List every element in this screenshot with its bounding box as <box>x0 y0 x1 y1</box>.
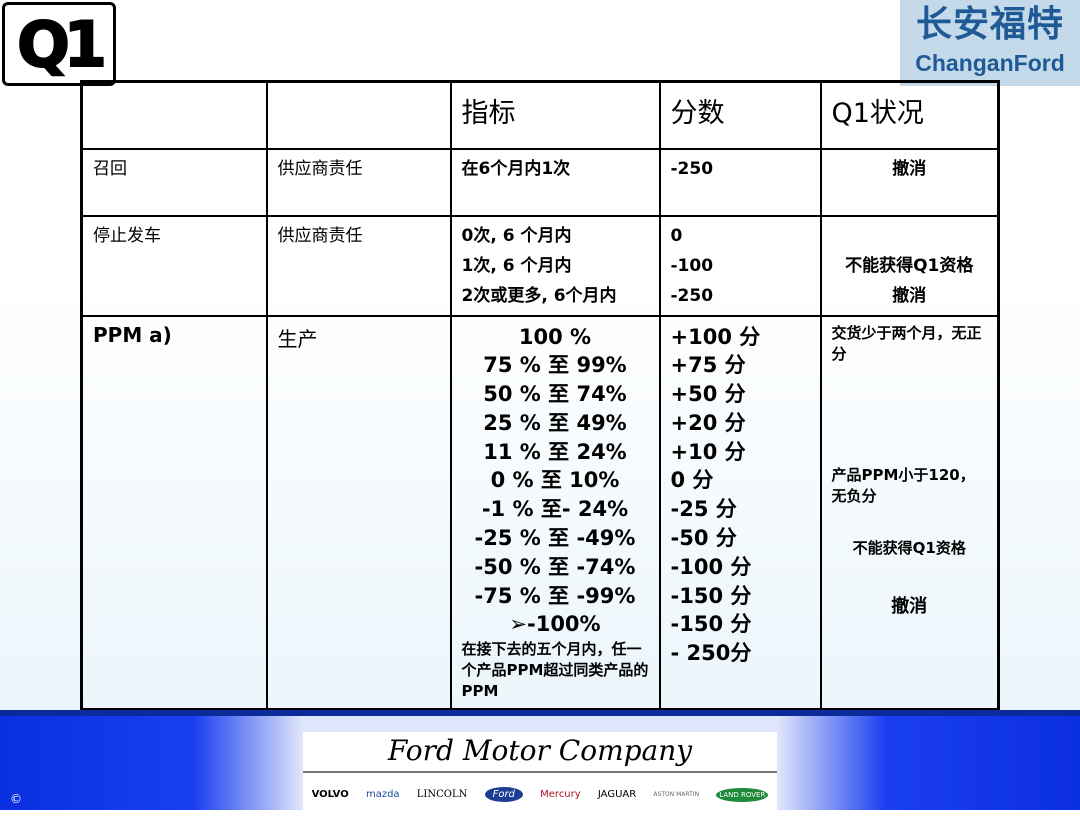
score-cell: -250 <box>658 147 822 217</box>
header-status: Q1状况 <box>819 80 1000 150</box>
ford-motor-company-logo-panel: Ford Motor Company VOLVO mazda LINCOLN F… <box>303 732 777 816</box>
mazda-logo: mazda <box>365 789 400 800</box>
score-line: -250 <box>670 285 714 306</box>
changanford-logo: 长安福特 ChanganFord <box>900 0 1080 86</box>
status-cell: 不能获得Q1资格 撤消 <box>819 214 1000 317</box>
category-cell: 停止发车 <box>80 214 268 317</box>
responsibility-cell: 供应商责任 <box>265 147 452 217</box>
table-row: 召回 供应商责任 在6个月内1次 -250 撤消 <box>80 147 1000 217</box>
score-line: -150 分 <box>670 583 752 608</box>
metric-line: 0次, 6 个月内 <box>461 225 572 246</box>
header-score: 分数 <box>658 80 822 150</box>
metric-line: 11 % 至 24% <box>483 439 627 464</box>
metric-cell: 100 % 75 % 至 99% 50 % 至 74% 25 % 至 49% 1… <box>449 314 661 711</box>
status-note: 产品PPM小于120，无负分 <box>831 465 975 505</box>
score-line: 0 分 <box>670 468 714 493</box>
metric-line: ➢-100% <box>509 612 601 637</box>
responsibility-cell: 生产 <box>265 314 452 711</box>
q1-scoring-table: 指标 分数 Q1状况 召回 供应商责任 在6个月内1次 -250 撤消 停止发车… <box>80 80 1000 712</box>
score-cell: +100 分 +75 分 +50 分 +20 分 +10 分 0 分 -25 分… <box>658 314 822 711</box>
metric-line: -25 % 至 -49% <box>474 526 636 551</box>
metric-cell: 0次, 6 个月内 1次, 6 个月内 2次或更多, 6个月内 <box>449 214 661 317</box>
brand-logos: VOLVO mazda LINCOLN Ford Mercury JAGUAR … <box>303 787 777 802</box>
copyright-symbol: © <box>10 792 22 806</box>
score-line: -25 分 <box>670 497 737 522</box>
status-note: 交货少于两个月，无正分 <box>831 323 982 363</box>
score-line: -100 <box>670 255 714 276</box>
jaguar-logo: JAGUAR <box>597 789 637 800</box>
category-cell: 召回 <box>80 147 268 217</box>
q1-logo: Q1 <box>2 2 116 86</box>
metric-line: -50 % 至 -74% <box>474 554 636 579</box>
score-line: -150 分 <box>670 612 752 637</box>
metric-line: 25 % 至 49% <box>483 410 627 435</box>
aston-martin-logo: ASTON MARTIN <box>653 791 700 798</box>
metric-line: 2次或更多, 6个月内 <box>461 285 617 306</box>
score-cell: 0 -100 -250 <box>658 214 822 317</box>
metric-note: 在接下去的五个月内，任一个产品PPM超过同类产品的PPM <box>461 640 649 701</box>
header-metric: 指标 <box>449 80 661 150</box>
footer-banner: Ford Motor Company VOLVO mazda LINCOLN F… <box>0 710 1080 816</box>
brand-cn: 长安福特 <box>915 4 1064 45</box>
status-cell: 撤消 <box>819 147 1000 217</box>
category-cell: PPM a) <box>80 314 268 711</box>
brand-en: ChanganFord <box>915 50 1065 76</box>
metric-line: 50 % 至 74% <box>483 382 627 407</box>
lincoln-logo: LINCOLN <box>416 789 468 800</box>
header-cell <box>265 80 452 150</box>
score-line: -50 分 <box>670 526 737 551</box>
metric-line: 0 % 至 10% <box>490 468 620 493</box>
table-row: 停止发车 供应商责任 0次, 6 个月内 1次, 6 个月内 2次或更多, 6个… <box>80 214 1000 317</box>
score-line: +20 分 <box>670 410 746 435</box>
metric-line: -75 % 至 -99% <box>474 583 636 608</box>
score-line: -100 分 <box>670 554 752 579</box>
score-line: - 250分 <box>670 641 752 666</box>
volvo-logo: VOLVO <box>311 789 349 800</box>
score-line: 0 <box>670 225 683 246</box>
status-line: 撤消 <box>892 285 927 306</box>
header-cell <box>80 80 268 150</box>
metric-line: -1 % 至- 24% <box>481 497 629 522</box>
score-line: +50 分 <box>670 382 746 407</box>
status-line: 不能获得Q1资格 <box>845 255 974 276</box>
metric-line: 1次, 6 个月内 <box>461 255 572 276</box>
status-cell: 交货少于两个月，无正分 产品PPM小于120，无负分 不能获得Q1资格 撤消 <box>819 314 1000 711</box>
metric-line: 100 % <box>518 324 592 349</box>
land-rover-logo: LAND ROVER <box>716 787 769 802</box>
table-row: PPM a) 生产 100 % 75 % 至 99% 50 % 至 74% 25… <box>80 314 1000 711</box>
status-note: 撤消 <box>891 595 928 617</box>
mercury-logo: Mercury <box>540 789 581 800</box>
status-note: 不能获得Q1资格 <box>852 538 966 557</box>
divider <box>303 771 777 773</box>
responsibility-cell: 供应商责任 <box>265 214 452 317</box>
score-line: +100 分 <box>670 324 761 349</box>
ford-motor-company-wordmark: Ford Motor Company <box>387 734 693 767</box>
score-line: +10 分 <box>670 439 746 464</box>
score-line: +75 分 <box>670 353 746 378</box>
metric-cell: 在6个月内1次 <box>449 147 661 217</box>
ford-oval-logo: Ford <box>484 787 523 802</box>
metric-line: 75 % 至 99% <box>483 353 627 378</box>
table-header-row: 指标 分数 Q1状况 <box>80 80 1000 150</box>
